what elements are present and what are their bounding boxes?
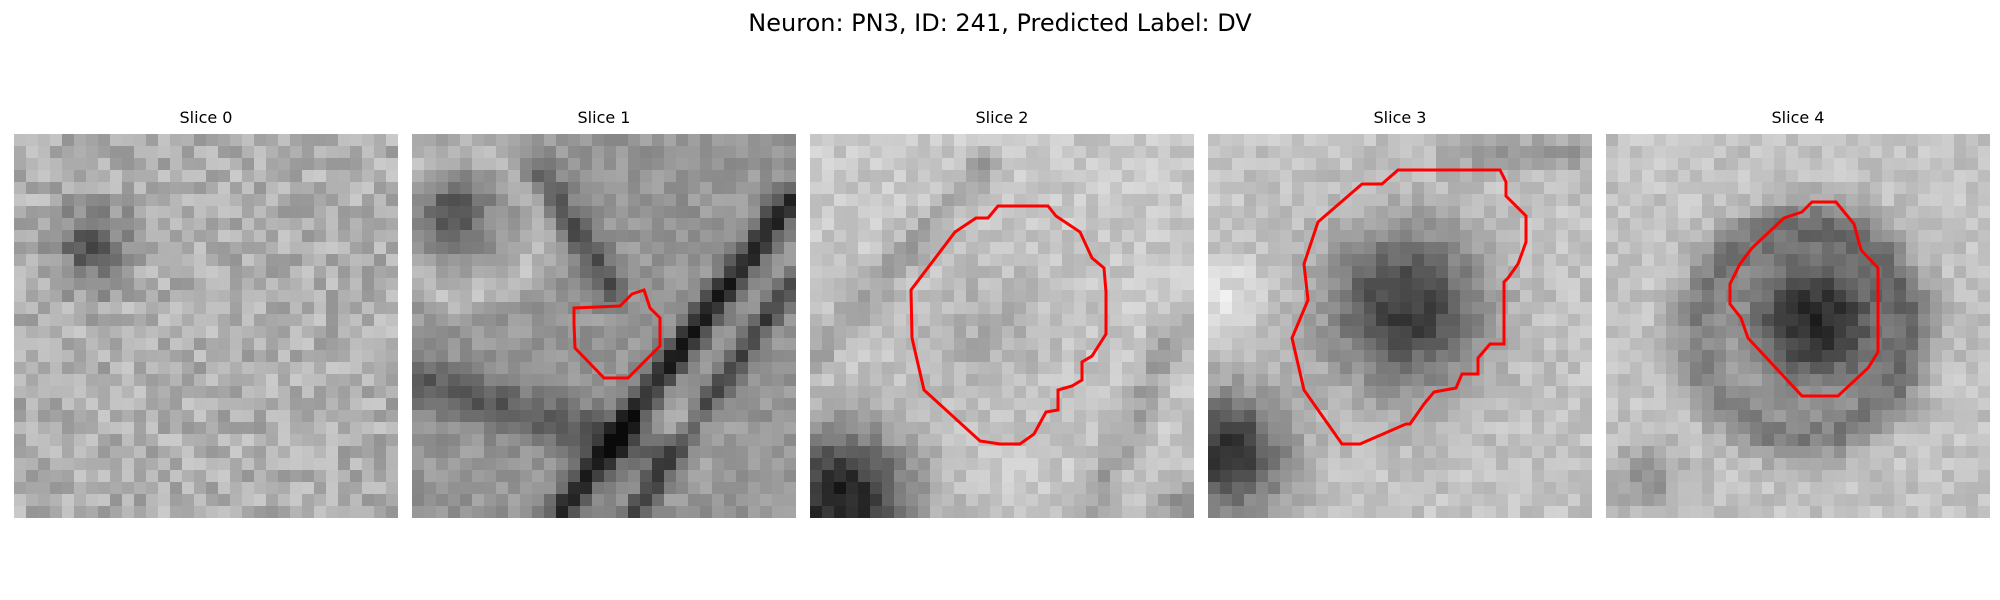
microscopy-image [412, 134, 796, 518]
roi-contour [1728, 200, 1880, 398]
roi-contour [572, 288, 662, 380]
microscopy-image [1606, 134, 1990, 518]
slice-image-4 [1606, 134, 1990, 518]
slice-title: Slice 0 [179, 108, 233, 127]
microscopy-image [1208, 134, 1592, 518]
slice-title: Slice 3 [1373, 108, 1427, 127]
slice-image-0 [14, 134, 398, 518]
slice-title: Slice 1 [577, 108, 631, 127]
slice-title: Slice 2 [975, 108, 1029, 127]
roi-overlay [1290, 168, 1528, 446]
roi-overlay [14, 134, 398, 518]
microscopy-image [14, 134, 398, 518]
slice-image-3 [1208, 134, 1592, 518]
roi-overlay [572, 288, 662, 380]
slice-image-2 [810, 134, 1194, 518]
roi-overlay [909, 204, 1108, 446]
roi-contour [909, 204, 1108, 446]
slice-title: Slice 4 [1771, 108, 1825, 127]
slice-panel-0: Slice 0 [14, 108, 398, 518]
microscopy-image [810, 134, 1194, 518]
roi-contour [1290, 168, 1528, 446]
figure-title: Neuron: PN3, ID: 241, Predicted Label: D… [748, 9, 1252, 37]
slice-image-1 [412, 134, 796, 518]
slice-panel-4: Slice 4 [1606, 108, 1990, 518]
slice-panel-2: Slice 2 [810, 108, 1194, 518]
roi-overlay [1728, 200, 1880, 398]
slice-panel-1: Slice 1 [412, 108, 796, 518]
slice-panel-3: Slice 3 [1208, 108, 1592, 518]
